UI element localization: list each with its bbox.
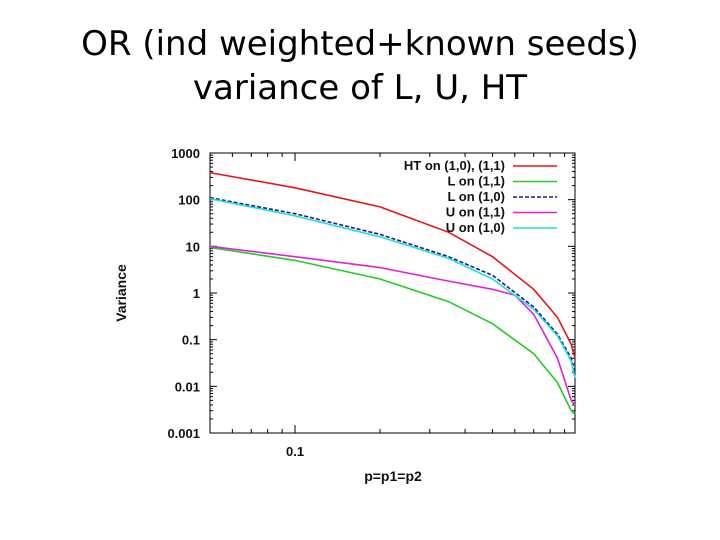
y-tick-label: 1000 xyxy=(171,146,200,161)
y-axis-label: Variance xyxy=(113,264,129,322)
legend-label-3: L on (1,0) xyxy=(447,189,505,204)
series-line-1 xyxy=(209,171,576,359)
legend-label-5: U on (1,0) xyxy=(446,220,505,235)
y-tick-label: 1 xyxy=(193,286,200,301)
legend-label-1: HT on (1,0), (1,1) xyxy=(404,158,505,173)
y-axis: 1000 100 10 1 0.1 0.01 0.001 xyxy=(167,146,575,441)
y-tick-label: 0.001 xyxy=(167,426,200,441)
y-tick-label: 100 xyxy=(178,193,200,208)
plot-frame xyxy=(209,152,576,434)
slide-title-line-2: variance of L, U, HT xyxy=(192,68,528,108)
legend-label-2: L on (1,1) xyxy=(447,174,505,189)
plot-border xyxy=(209,152,576,434)
y-tick-label: 0.1 xyxy=(182,333,200,348)
x-axis-label: p=p1=p2 xyxy=(364,468,422,484)
series-line-3 xyxy=(209,196,576,375)
series-line-2 xyxy=(209,246,576,415)
series-line-5 xyxy=(209,197,576,379)
series-layer xyxy=(209,171,576,415)
y-tick-label: 0.01 xyxy=(175,379,200,394)
series-line-4 xyxy=(209,245,576,406)
slide-title-line-1: OR (ind weighted+known seeds) xyxy=(81,24,639,64)
legend: HT on (1,0), (1,1)L on (1,1)L on (1,0)U … xyxy=(404,158,557,235)
x-tick-label: 0.1 xyxy=(286,444,304,459)
x-axis: 0.1 xyxy=(231,153,566,459)
legend-label-4: U on (1,1) xyxy=(446,205,505,220)
slide-title: OR (ind weighted+known seeds) variance o… xyxy=(0,22,720,110)
y-tick-label: 10 xyxy=(186,239,200,254)
